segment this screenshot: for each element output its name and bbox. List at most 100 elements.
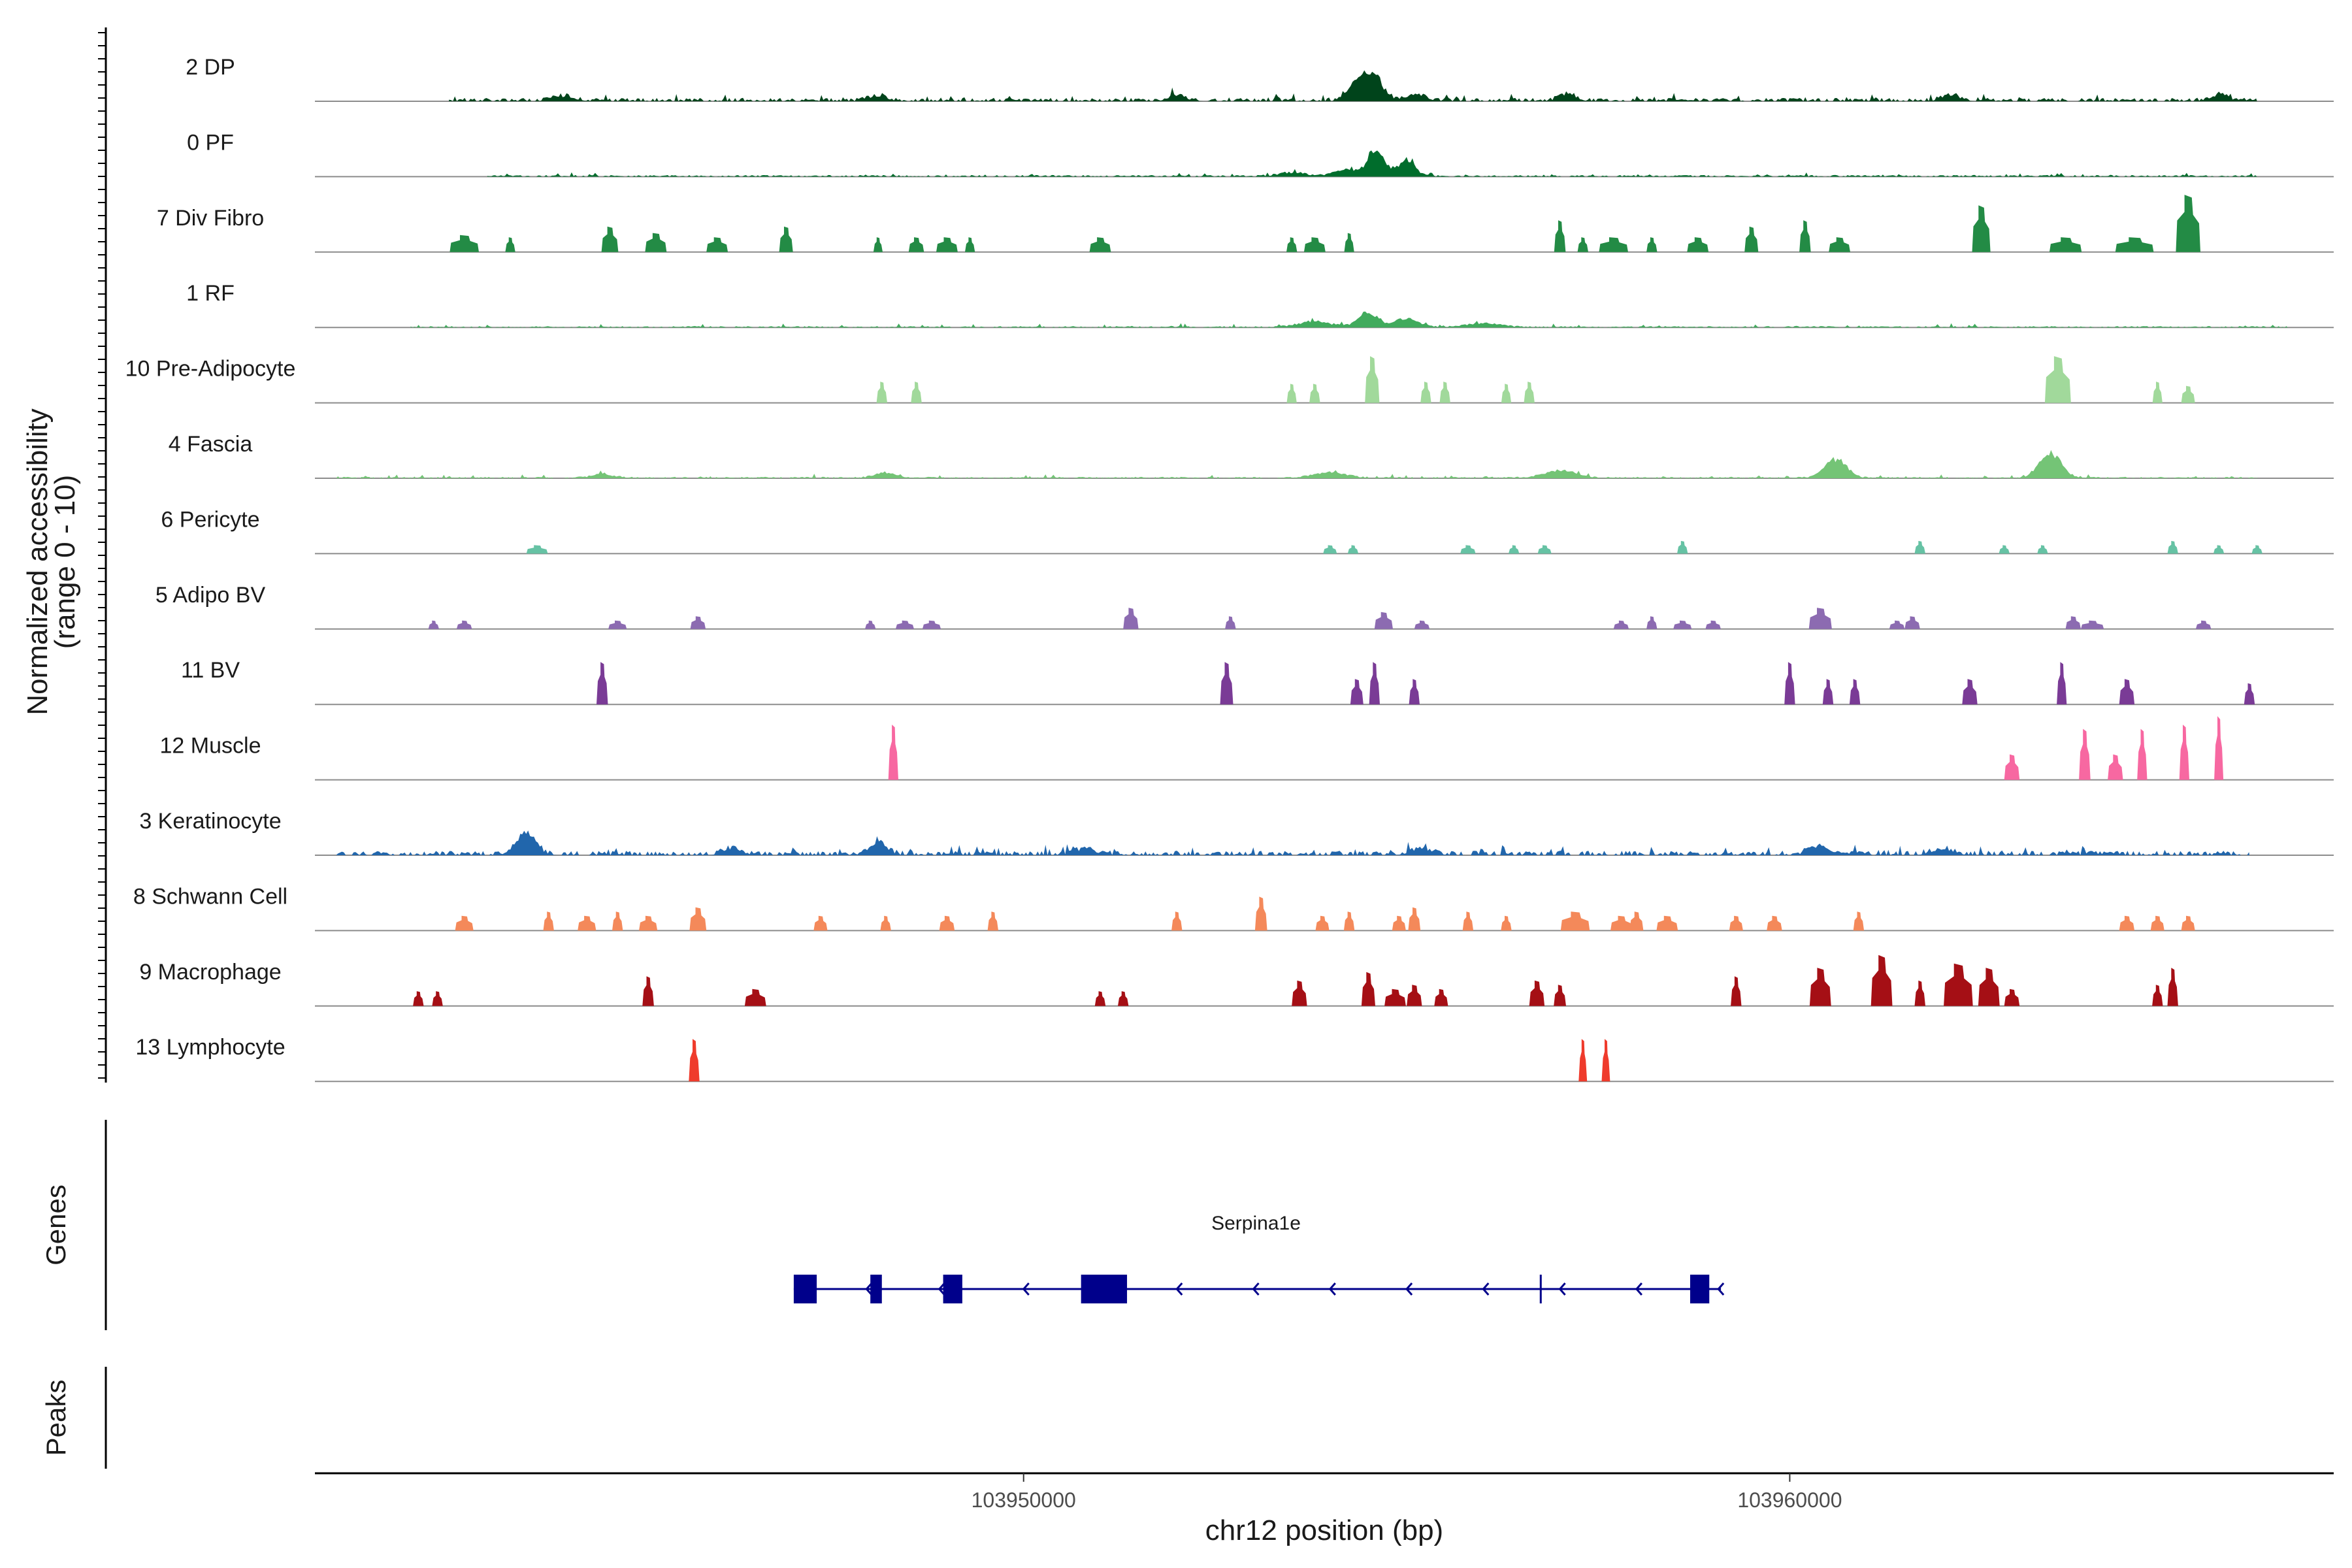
track-label: 7 Div Fibro	[157, 206, 264, 231]
coverage-peak	[965, 237, 975, 252]
strand-arrow	[1328, 1282, 1336, 1296]
coverage-peak	[1094, 991, 1106, 1006]
coverage-peak	[1705, 620, 1721, 629]
coverage-peak	[1347, 545, 1359, 554]
coverage-peak	[2167, 968, 2178, 1006]
track-7-div-fibro: 7 Div Fibro	[157, 195, 2334, 253]
coverage-peak	[922, 620, 941, 629]
coverage-area	[334, 830, 2249, 855]
coverage-peak	[1904, 616, 1920, 629]
coverage-peak	[1315, 915, 1330, 931]
coverage-peak	[612, 911, 623, 931]
coverage-peak	[601, 226, 619, 252]
coverage-peak	[642, 976, 654, 1006]
x-axis: 103950000 103960000 chr12 position (bp)	[315, 1472, 2334, 1546]
coverage-peak	[2214, 716, 2224, 780]
coverage-peak	[1889, 620, 1905, 629]
gene-name-label: Serpina1e	[1211, 1213, 1301, 1234]
coverage-peak	[1978, 968, 2000, 1006]
coverage-peak	[1578, 1039, 1588, 1082]
coverage-peak	[1123, 608, 1139, 629]
coverage-peak	[1089, 237, 1111, 252]
coverage-peak	[432, 991, 443, 1006]
coverage-peak	[1646, 237, 1658, 252]
coverage-peak	[2152, 985, 2163, 1006]
coverage-peak	[1673, 620, 1692, 629]
coverage-peak	[1303, 237, 1326, 252]
coverage-peak	[505, 237, 515, 252]
coverage-peak	[1687, 237, 1709, 252]
strand-arrow	[1022, 1282, 1030, 1296]
gene-exon	[1690, 1275, 1710, 1303]
coverage-peak	[1414, 620, 1430, 629]
coverage-peak	[1462, 911, 1474, 931]
coverage-peak	[1962, 679, 1978, 705]
coverage-peak	[813, 915, 828, 931]
track-label: 1 RF	[186, 281, 235, 306]
coverage-peak	[1729, 915, 1743, 931]
coverage-peak	[1784, 662, 1795, 705]
coverage-peak	[1999, 545, 2010, 554]
coverage-peak	[1914, 980, 1925, 1006]
coverage-peak	[2065, 616, 2081, 629]
coverage-peak	[2179, 725, 2189, 780]
coverage-peak	[2049, 237, 2082, 252]
y-axis-title-line1: Normalized accessibility	[22, 408, 54, 715]
coverage-peak	[596, 662, 608, 705]
coverage-peak	[1809, 968, 1831, 1006]
coverage-peak	[1613, 620, 1629, 629]
coverage-peak	[1286, 384, 1297, 403]
coverage-tracks: 2 DP 0 PF 7 Div Fibro 1 RF 10 Pre-Adipocyte 4…	[125, 55, 2334, 1083]
coverage-peak	[1610, 915, 1632, 931]
coverage-peak	[744, 988, 766, 1006]
coverage-peak	[1220, 662, 1233, 705]
coverage-peak	[939, 915, 955, 931]
coverage-peak	[2244, 683, 2255, 705]
coverage-peak	[689, 1039, 700, 1082]
gene-exon	[870, 1275, 882, 1303]
track-label: 6 Pericyte	[161, 507, 259, 532]
coverage-peak	[1629, 911, 1644, 931]
track-label: 3 Keratinocyte	[139, 809, 281, 834]
coverage-peak	[1577, 237, 1588, 252]
coverage-peak	[2004, 754, 2020, 780]
coverage-peak	[690, 616, 706, 629]
gene-annotation: Serpina1e	[793, 1213, 1725, 1303]
coverage-peak	[1409, 679, 1420, 705]
coverage-peak	[2044, 356, 2071, 403]
y-axis-title-line2: (range 0 - 10)	[49, 475, 81, 649]
coverage-peak	[1254, 896, 1267, 931]
coverage-peak	[1537, 545, 1552, 554]
coverage-peak	[1554, 220, 1566, 252]
coverage-peak	[1646, 616, 1658, 629]
strand-arrow	[938, 1282, 945, 1296]
coverage-peak	[2195, 620, 2212, 629]
coverage-peak	[1392, 915, 1406, 931]
x-tick-label: 103950000	[972, 1488, 1076, 1512]
coverage-peak	[526, 545, 548, 554]
coverage-peak	[1524, 382, 1535, 403]
coverage-peak	[2004, 988, 2020, 1006]
coverage-peak	[2181, 385, 2195, 403]
coverage-peak	[1501, 384, 1512, 403]
coverage-peak	[1529, 980, 1545, 1006]
coverage-peak	[2119, 679, 2135, 705]
coverage-peak	[1439, 382, 1450, 403]
track-label: 0 PF	[187, 130, 234, 155]
gene-exon	[793, 1275, 817, 1303]
coverage-peak	[873, 237, 883, 252]
coverage-peak	[1384, 988, 1406, 1006]
track-label: 8 Schwann Cell	[133, 884, 287, 909]
coverage-peak	[1822, 679, 1834, 705]
coverage-peak	[706, 237, 728, 252]
coverage-peak	[2079, 728, 2091, 780]
track-8-schwann-cell: 8 Schwann Cell	[133, 884, 2334, 932]
coverage-peak	[578, 915, 596, 931]
coverage-peak	[895, 620, 914, 629]
y-minor-ticks	[98, 32, 106, 1079]
track-5-adipo-bv: 5 Adipo BV	[155, 583, 2334, 630]
coverage-peak	[455, 915, 474, 931]
coverage-peak	[1292, 980, 1307, 1006]
coverage-peak	[1374, 612, 1393, 629]
track-11-bv: 11 BV	[181, 658, 2334, 706]
